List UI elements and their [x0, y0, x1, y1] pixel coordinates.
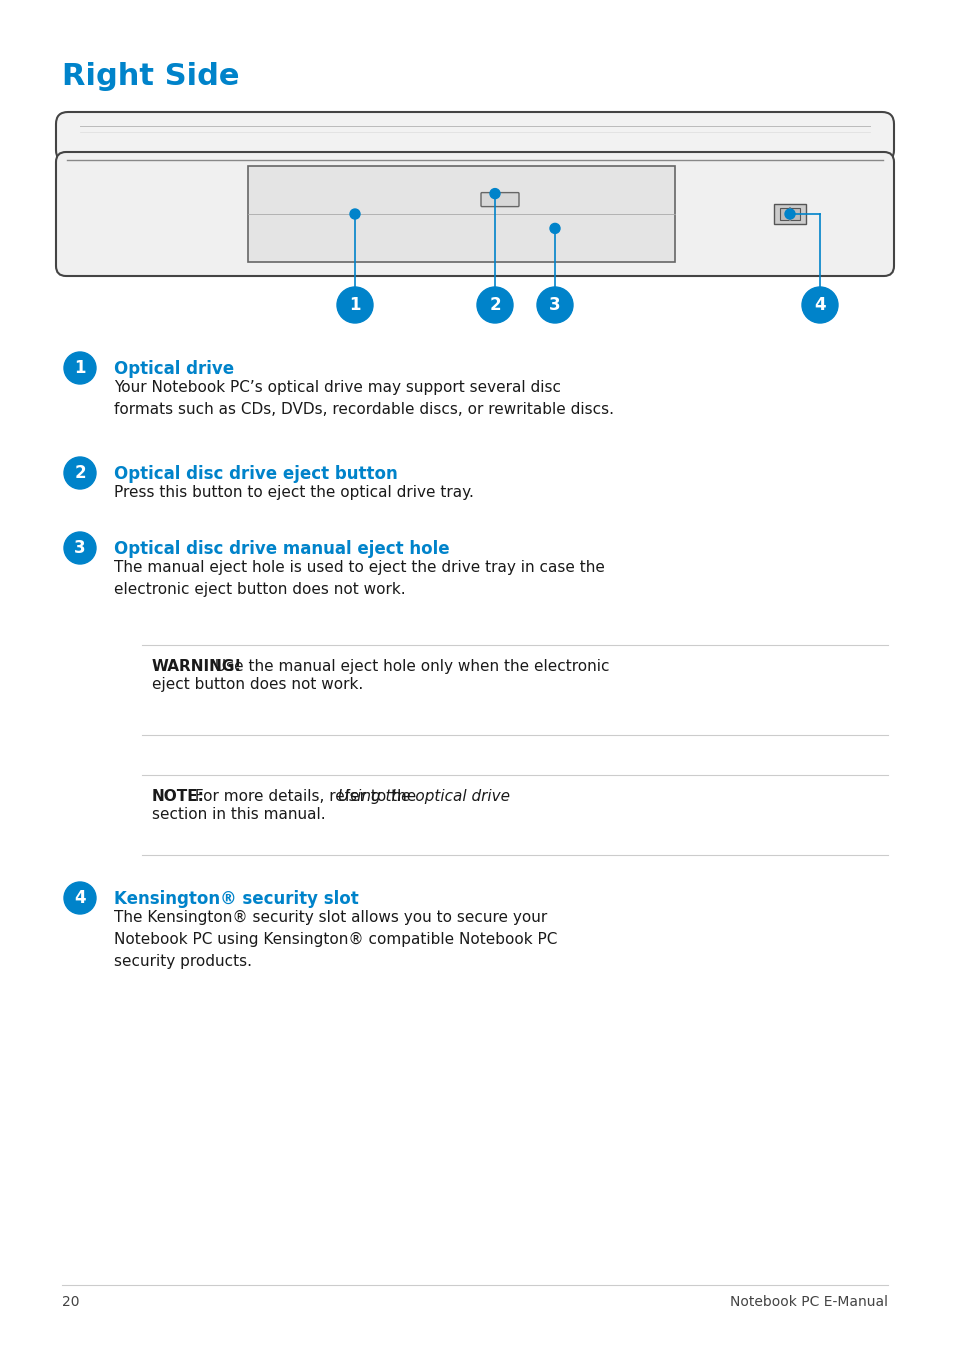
Text: 3: 3: [74, 539, 86, 557]
Circle shape: [490, 188, 499, 199]
Text: 4: 4: [813, 296, 825, 313]
FancyBboxPatch shape: [56, 152, 893, 276]
Text: 20: 20: [62, 1295, 79, 1309]
Text: For more details, refer to the: For more details, refer to the: [190, 790, 420, 804]
Circle shape: [64, 882, 96, 915]
Text: Notebook PC E-Manual: Notebook PC E-Manual: [729, 1295, 887, 1309]
Text: 2: 2: [489, 296, 500, 313]
Text: The manual eject hole is used to eject the drive tray in case the
electronic eje: The manual eject hole is used to eject t…: [113, 560, 604, 597]
Circle shape: [64, 533, 96, 564]
Circle shape: [336, 286, 373, 323]
Text: 1: 1: [74, 359, 86, 377]
Text: 2: 2: [74, 464, 86, 482]
Text: 1: 1: [349, 296, 360, 313]
Circle shape: [801, 286, 837, 323]
Text: 4: 4: [74, 889, 86, 907]
Text: Using the optical drive: Using the optical drive: [337, 790, 510, 804]
Circle shape: [537, 286, 573, 323]
Circle shape: [350, 208, 359, 219]
Text: section in this manual.: section in this manual.: [152, 807, 325, 822]
FancyBboxPatch shape: [56, 112, 893, 161]
Circle shape: [476, 286, 513, 323]
Text: Your Notebook PC’s optical drive may support several disc
formats such as CDs, D: Your Notebook PC’s optical drive may sup…: [113, 381, 614, 417]
Text: Optical disc drive manual eject hole: Optical disc drive manual eject hole: [113, 539, 449, 558]
Text: NOTE:: NOTE:: [152, 790, 205, 804]
Text: Optical drive: Optical drive: [113, 360, 233, 378]
Text: Right Side: Right Side: [62, 62, 239, 91]
Circle shape: [64, 457, 96, 490]
Text: Use the manual eject hole only when the electronic: Use the manual eject hole only when the …: [210, 659, 609, 674]
Bar: [773, 204, 805, 225]
Text: Press this button to eject the optical drive tray.: Press this button to eject the optical d…: [113, 486, 474, 500]
Bar: [780, 208, 800, 221]
Text: The Kensington® security slot allows you to secure your
Notebook PC using Kensin: The Kensington® security slot allows you…: [113, 911, 557, 970]
Text: Optical disc drive eject button: Optical disc drive eject button: [113, 465, 397, 483]
Circle shape: [784, 208, 794, 219]
Text: WARNING!: WARNING!: [152, 659, 242, 674]
Circle shape: [552, 226, 558, 231]
Circle shape: [64, 352, 96, 385]
Text: 3: 3: [549, 296, 560, 313]
Bar: [248, 165, 675, 262]
Circle shape: [550, 223, 559, 234]
FancyBboxPatch shape: [480, 192, 518, 207]
Text: eject button does not work.: eject button does not work.: [152, 677, 363, 691]
Text: Kensington® security slot: Kensington® security slot: [113, 890, 358, 908]
